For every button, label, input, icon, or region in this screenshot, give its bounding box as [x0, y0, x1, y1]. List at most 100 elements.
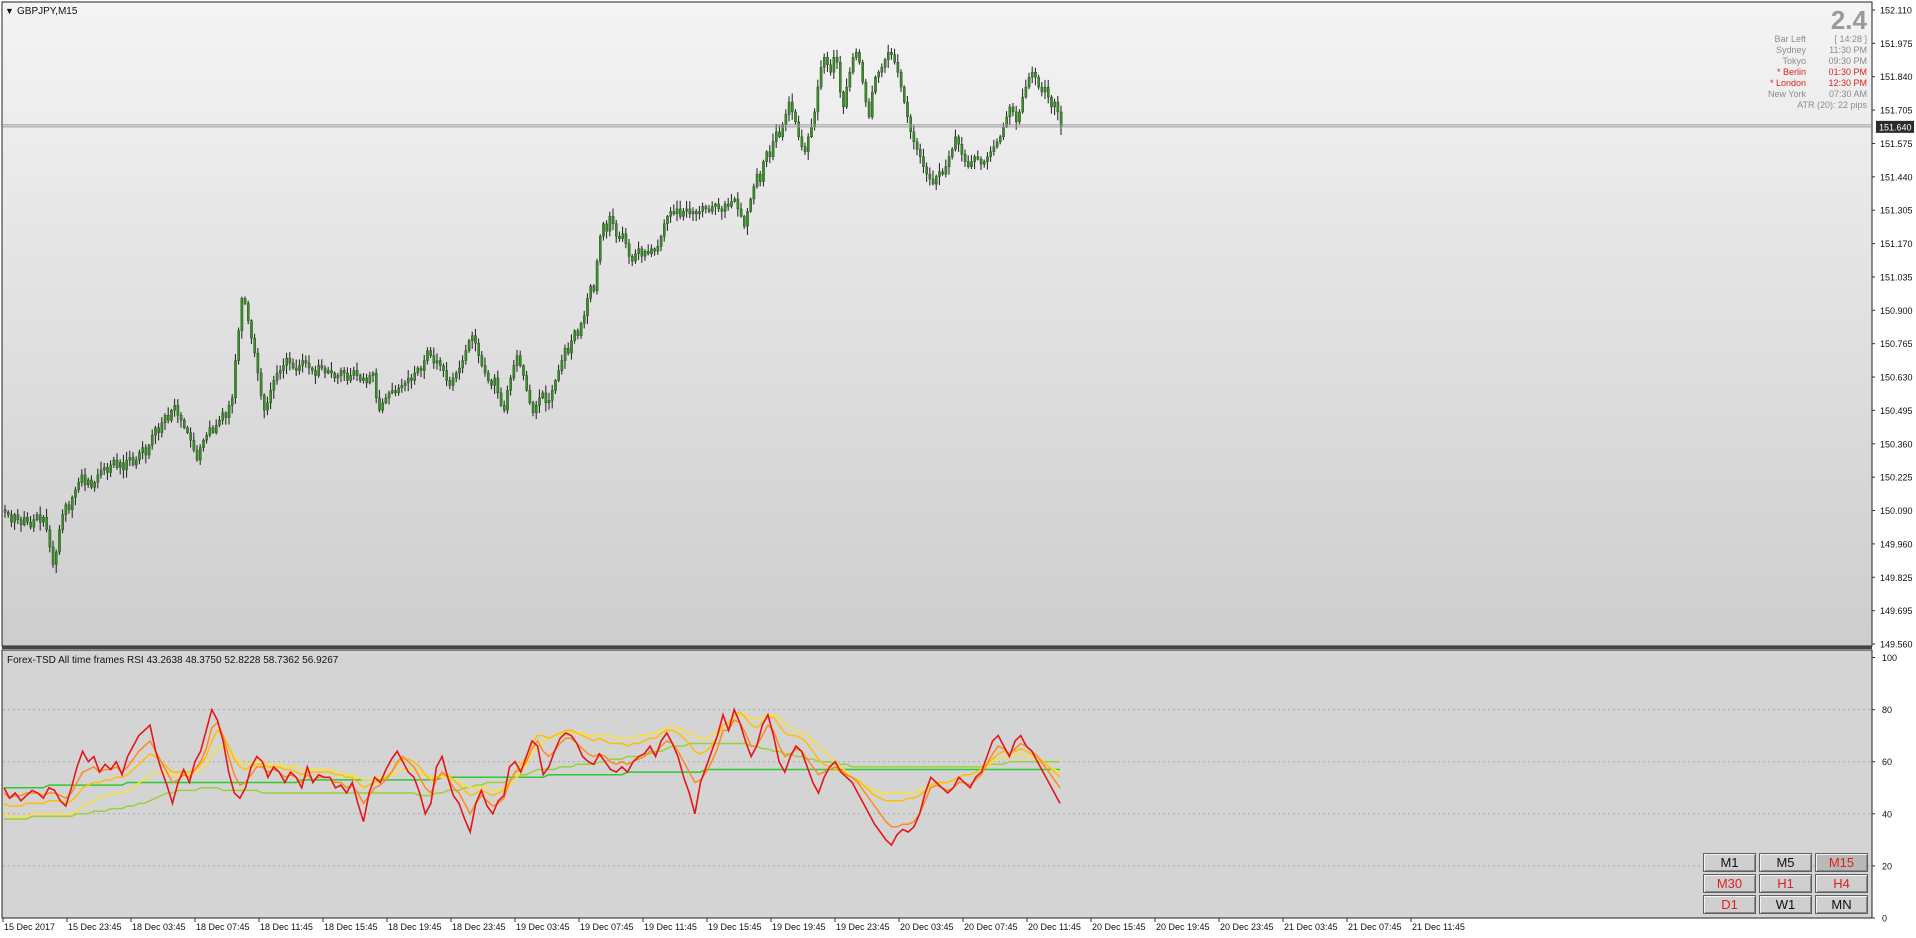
info-row: ATR (20): 22 pips — [1797, 100, 1867, 110]
candle — [698, 205, 701, 220]
timeframe-button-m5[interactable]: M5 — [1759, 853, 1812, 872]
candle — [621, 226, 624, 242]
timeframe-button-h4[interactable]: H4 — [1815, 874, 1868, 893]
candle — [397, 384, 401, 396]
candle — [448, 376, 452, 390]
candle — [150, 429, 154, 450]
info-row-value: 09:30 PM — [1828, 56, 1867, 66]
candle — [234, 353, 237, 404]
candle — [253, 333, 257, 358]
candle — [19, 516, 23, 532]
timeframe-button-d1[interactable]: D1 — [1703, 895, 1756, 914]
candle — [432, 347, 436, 369]
info-row-label: ATR (20): 22 pips — [1797, 100, 1867, 110]
candle — [595, 258, 599, 295]
time-tick-label: 20 Dec 07:45 — [964, 922, 1018, 932]
collapse-triangle-icon[interactable]: ▼ — [5, 6, 14, 16]
candle — [695, 208, 698, 222]
time-tick-label: 21 Dec 11:45 — [1412, 922, 1465, 932]
price-tick-label: 150.225 — [1880, 473, 1913, 483]
timeframe-button-mn[interactable]: MN — [1815, 895, 1868, 914]
price-tick-label: 151.170 — [1880, 239, 1913, 249]
candle — [800, 129, 804, 151]
candle — [544, 385, 548, 412]
price-tick-label: 150.360 — [1880, 439, 1913, 449]
candle — [509, 374, 513, 396]
candle — [963, 149, 967, 167]
price-tick-label: 151.305 — [1880, 206, 1913, 216]
rsi-grid — [3, 709, 1871, 867]
candle — [189, 427, 193, 448]
candle — [391, 382, 394, 395]
candle — [259, 367, 263, 400]
candle — [727, 197, 730, 211]
timeframe-button-m15[interactable]: M15 — [1815, 853, 1868, 872]
candle — [931, 170, 935, 186]
candle — [835, 49, 839, 70]
price-tick-label: 151.840 — [1880, 72, 1913, 82]
timeframe-button-h1[interactable]: H1 — [1759, 874, 1812, 893]
candle — [867, 98, 871, 119]
candle — [637, 241, 640, 261]
candle — [759, 170, 762, 187]
candle — [246, 300, 250, 325]
candle — [10, 510, 13, 528]
candle — [547, 392, 551, 410]
candles-layer — [3, 44, 1063, 574]
candle — [483, 357, 487, 377]
candle — [775, 123, 778, 148]
candle — [522, 364, 525, 381]
candle — [122, 454, 125, 479]
candle — [1018, 109, 1021, 125]
candle — [109, 460, 112, 477]
candle — [627, 239, 631, 264]
candle — [570, 334, 573, 360]
time-tick-label: 20 Dec 15:45 — [1092, 922, 1146, 932]
timeframe-button-m1[interactable]: M1 — [1703, 853, 1756, 872]
candle — [381, 398, 385, 414]
candle — [944, 159, 948, 178]
candle — [666, 214, 669, 231]
candle — [797, 115, 800, 141]
candle — [368, 371, 372, 385]
candle — [519, 350, 522, 368]
timeframe-button-w1[interactable]: W1 — [1759, 895, 1812, 914]
candle — [195, 445, 199, 462]
candle — [435, 353, 439, 370]
rsi-indicator-title: Forex-TSD All time frames RSI 43.2638 48… — [7, 655, 339, 666]
candle — [656, 239, 660, 255]
candle — [327, 366, 330, 375]
price-tick-label: 149.825 — [1880, 573, 1913, 583]
candle — [282, 358, 285, 379]
candle — [925, 162, 928, 182]
time-tick-label: 18 Dec 15:45 — [324, 922, 378, 932]
candle — [579, 321, 583, 339]
candle — [333, 371, 337, 383]
candle — [467, 338, 471, 353]
price-tick-label: 150.495 — [1880, 406, 1913, 416]
candle — [938, 163, 941, 186]
info-row-label: Sydney — [1776, 45, 1807, 55]
candle — [279, 365, 282, 380]
candle — [906, 95, 909, 124]
candle — [855, 48, 858, 61]
time-tick-label: 20 Dec 19:45 — [1156, 922, 1210, 932]
candle — [1050, 95, 1053, 114]
time-axis: 15 Dec 2017 15 Dec 23:45 18 Dec 03:45 18 De… — [2, 918, 1465, 932]
candle — [202, 438, 205, 452]
candle — [23, 511, 26, 527]
candle — [640, 245, 644, 263]
info-row-value: 07:30 AM — [1829, 89, 1867, 99]
timeframe-button-m30[interactable]: M30 — [1703, 874, 1756, 893]
candle — [1037, 74, 1040, 90]
candle — [922, 148, 925, 174]
candle — [935, 174, 938, 191]
candle — [861, 59, 864, 85]
candle — [240, 296, 244, 339]
candle — [320, 359, 324, 371]
rsi-tick-label: 20 — [1882, 861, 1892, 871]
candle — [842, 90, 845, 115]
rsi-line-mn — [4, 768, 1060, 789]
candle — [829, 59, 832, 76]
